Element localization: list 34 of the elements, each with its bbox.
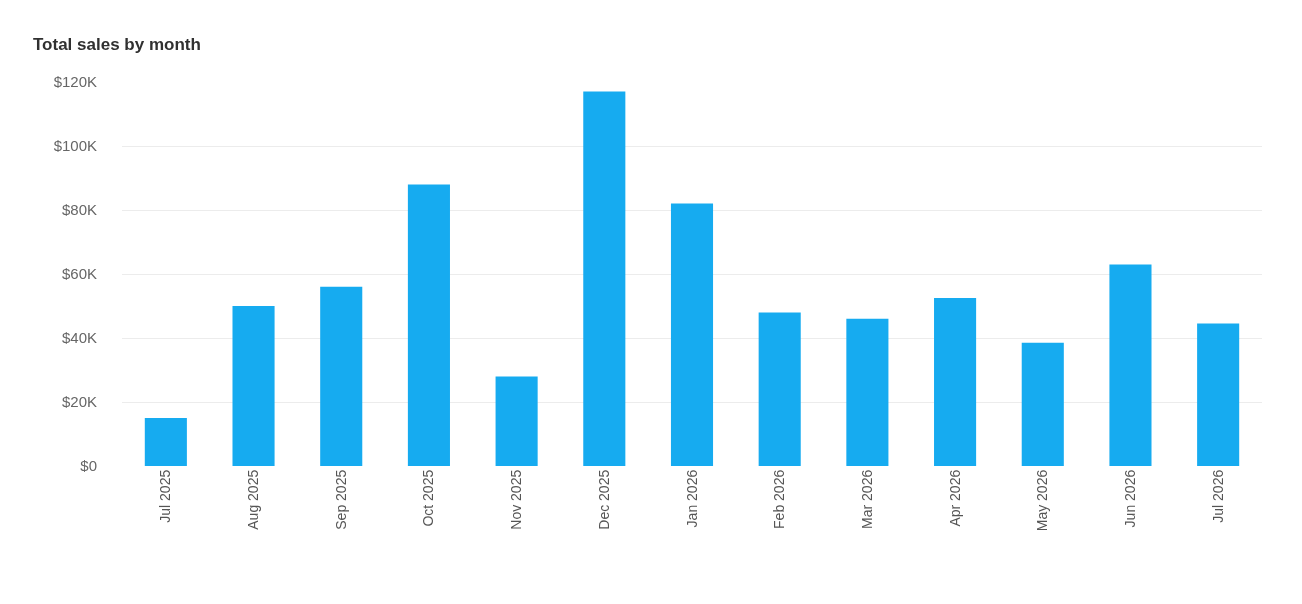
bar: [320, 286, 363, 466]
bar: [232, 306, 275, 466]
bar: [1021, 342, 1064, 466]
y-tick-label: $60K: [61, 265, 97, 283]
bar: [495, 376, 538, 466]
bar: [1109, 264, 1152, 466]
bar: [1197, 323, 1240, 466]
bar: [934, 298, 977, 466]
bar: [144, 418, 187, 466]
y-tick-label: $0: [80, 457, 97, 475]
x-tick-label: Sep 2025: [332, 469, 349, 530]
x-tick-label: May 2026: [1034, 469, 1051, 532]
x-tick-label: Jul 2026: [1209, 469, 1226, 523]
x-tick-label: Feb 2026: [771, 469, 788, 529]
x-tick-label: Aug 2025: [245, 469, 262, 530]
bar: [407, 184, 450, 466]
x-tick-label: Dec 2025: [595, 469, 612, 530]
x-tick-label: Apr 2026: [946, 469, 963, 527]
y-tick-label: $80K: [61, 201, 97, 219]
y-tick-label: $120K: [53, 73, 97, 91]
x-tick-label: Mar 2026: [858, 469, 875, 529]
x-tick-label: Jan 2026: [683, 469, 700, 528]
x-tick-label: Jul 2025: [157, 469, 174, 523]
x-tick-label: Nov 2025: [508, 469, 525, 530]
y-tick-label: $20K: [61, 393, 97, 411]
x-tick-label: Jun 2026: [1122, 469, 1139, 528]
chart-title: Total sales by month: [33, 34, 201, 54]
bar: [846, 318, 889, 466]
y-tick-label: $100K: [53, 137, 97, 155]
bar: [758, 312, 801, 466]
y-tick-label: $40K: [61, 329, 97, 347]
bar: [670, 203, 714, 466]
x-tick-label: Oct 2025: [420, 469, 437, 527]
bar: [583, 91, 626, 466]
